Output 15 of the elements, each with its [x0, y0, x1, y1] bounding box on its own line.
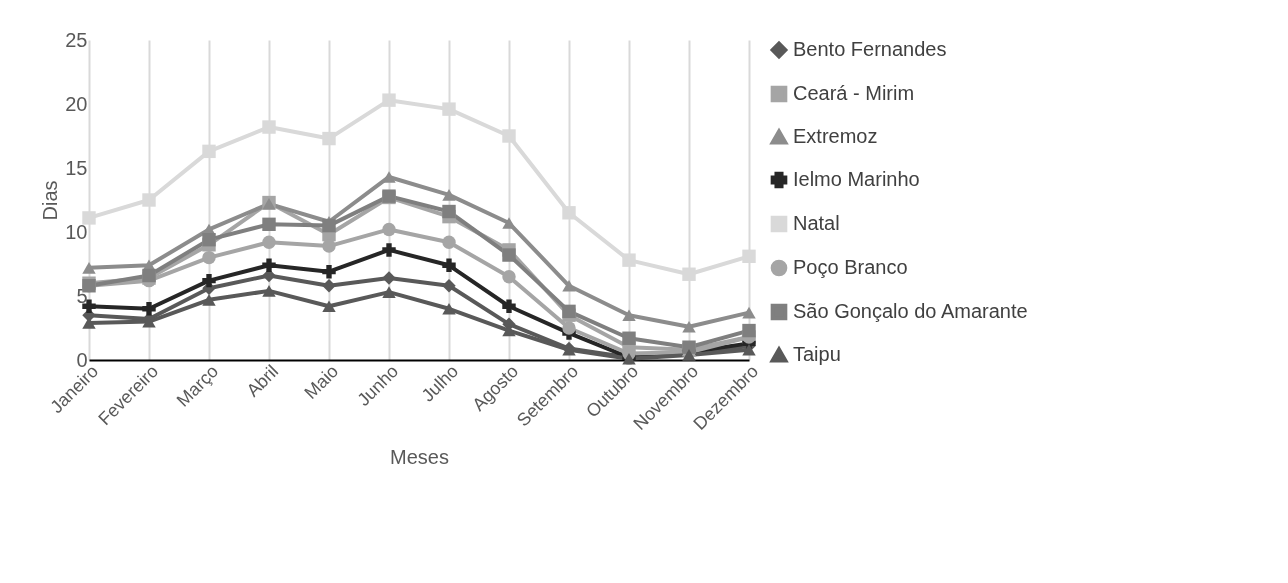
legend-label: Poço Branco [793, 256, 908, 278]
legend-label: São Gonçalo do Amarante [793, 300, 1028, 322]
y-axis-title: Dias [39, 180, 62, 221]
legend-label: Bento Fernandes [793, 38, 947, 60]
y-tick-label: 10 [65, 220, 88, 243]
y-tick-label: 0 [76, 348, 88, 371]
legend-label: Ceará - Mirim [793, 82, 915, 104]
y-tick-label: 25 [65, 28, 88, 51]
legend-label: Ielmo Marinho [793, 168, 920, 190]
y-tick-label: 20 [65, 92, 88, 115]
legend-label: Natal [793, 212, 840, 234]
legend-label: Extremoz [793, 125, 878, 147]
x-axis-title: Meses [390, 445, 449, 468]
legend-label: Taipu [793, 343, 841, 365]
y-tick-label: 15 [65, 156, 88, 179]
